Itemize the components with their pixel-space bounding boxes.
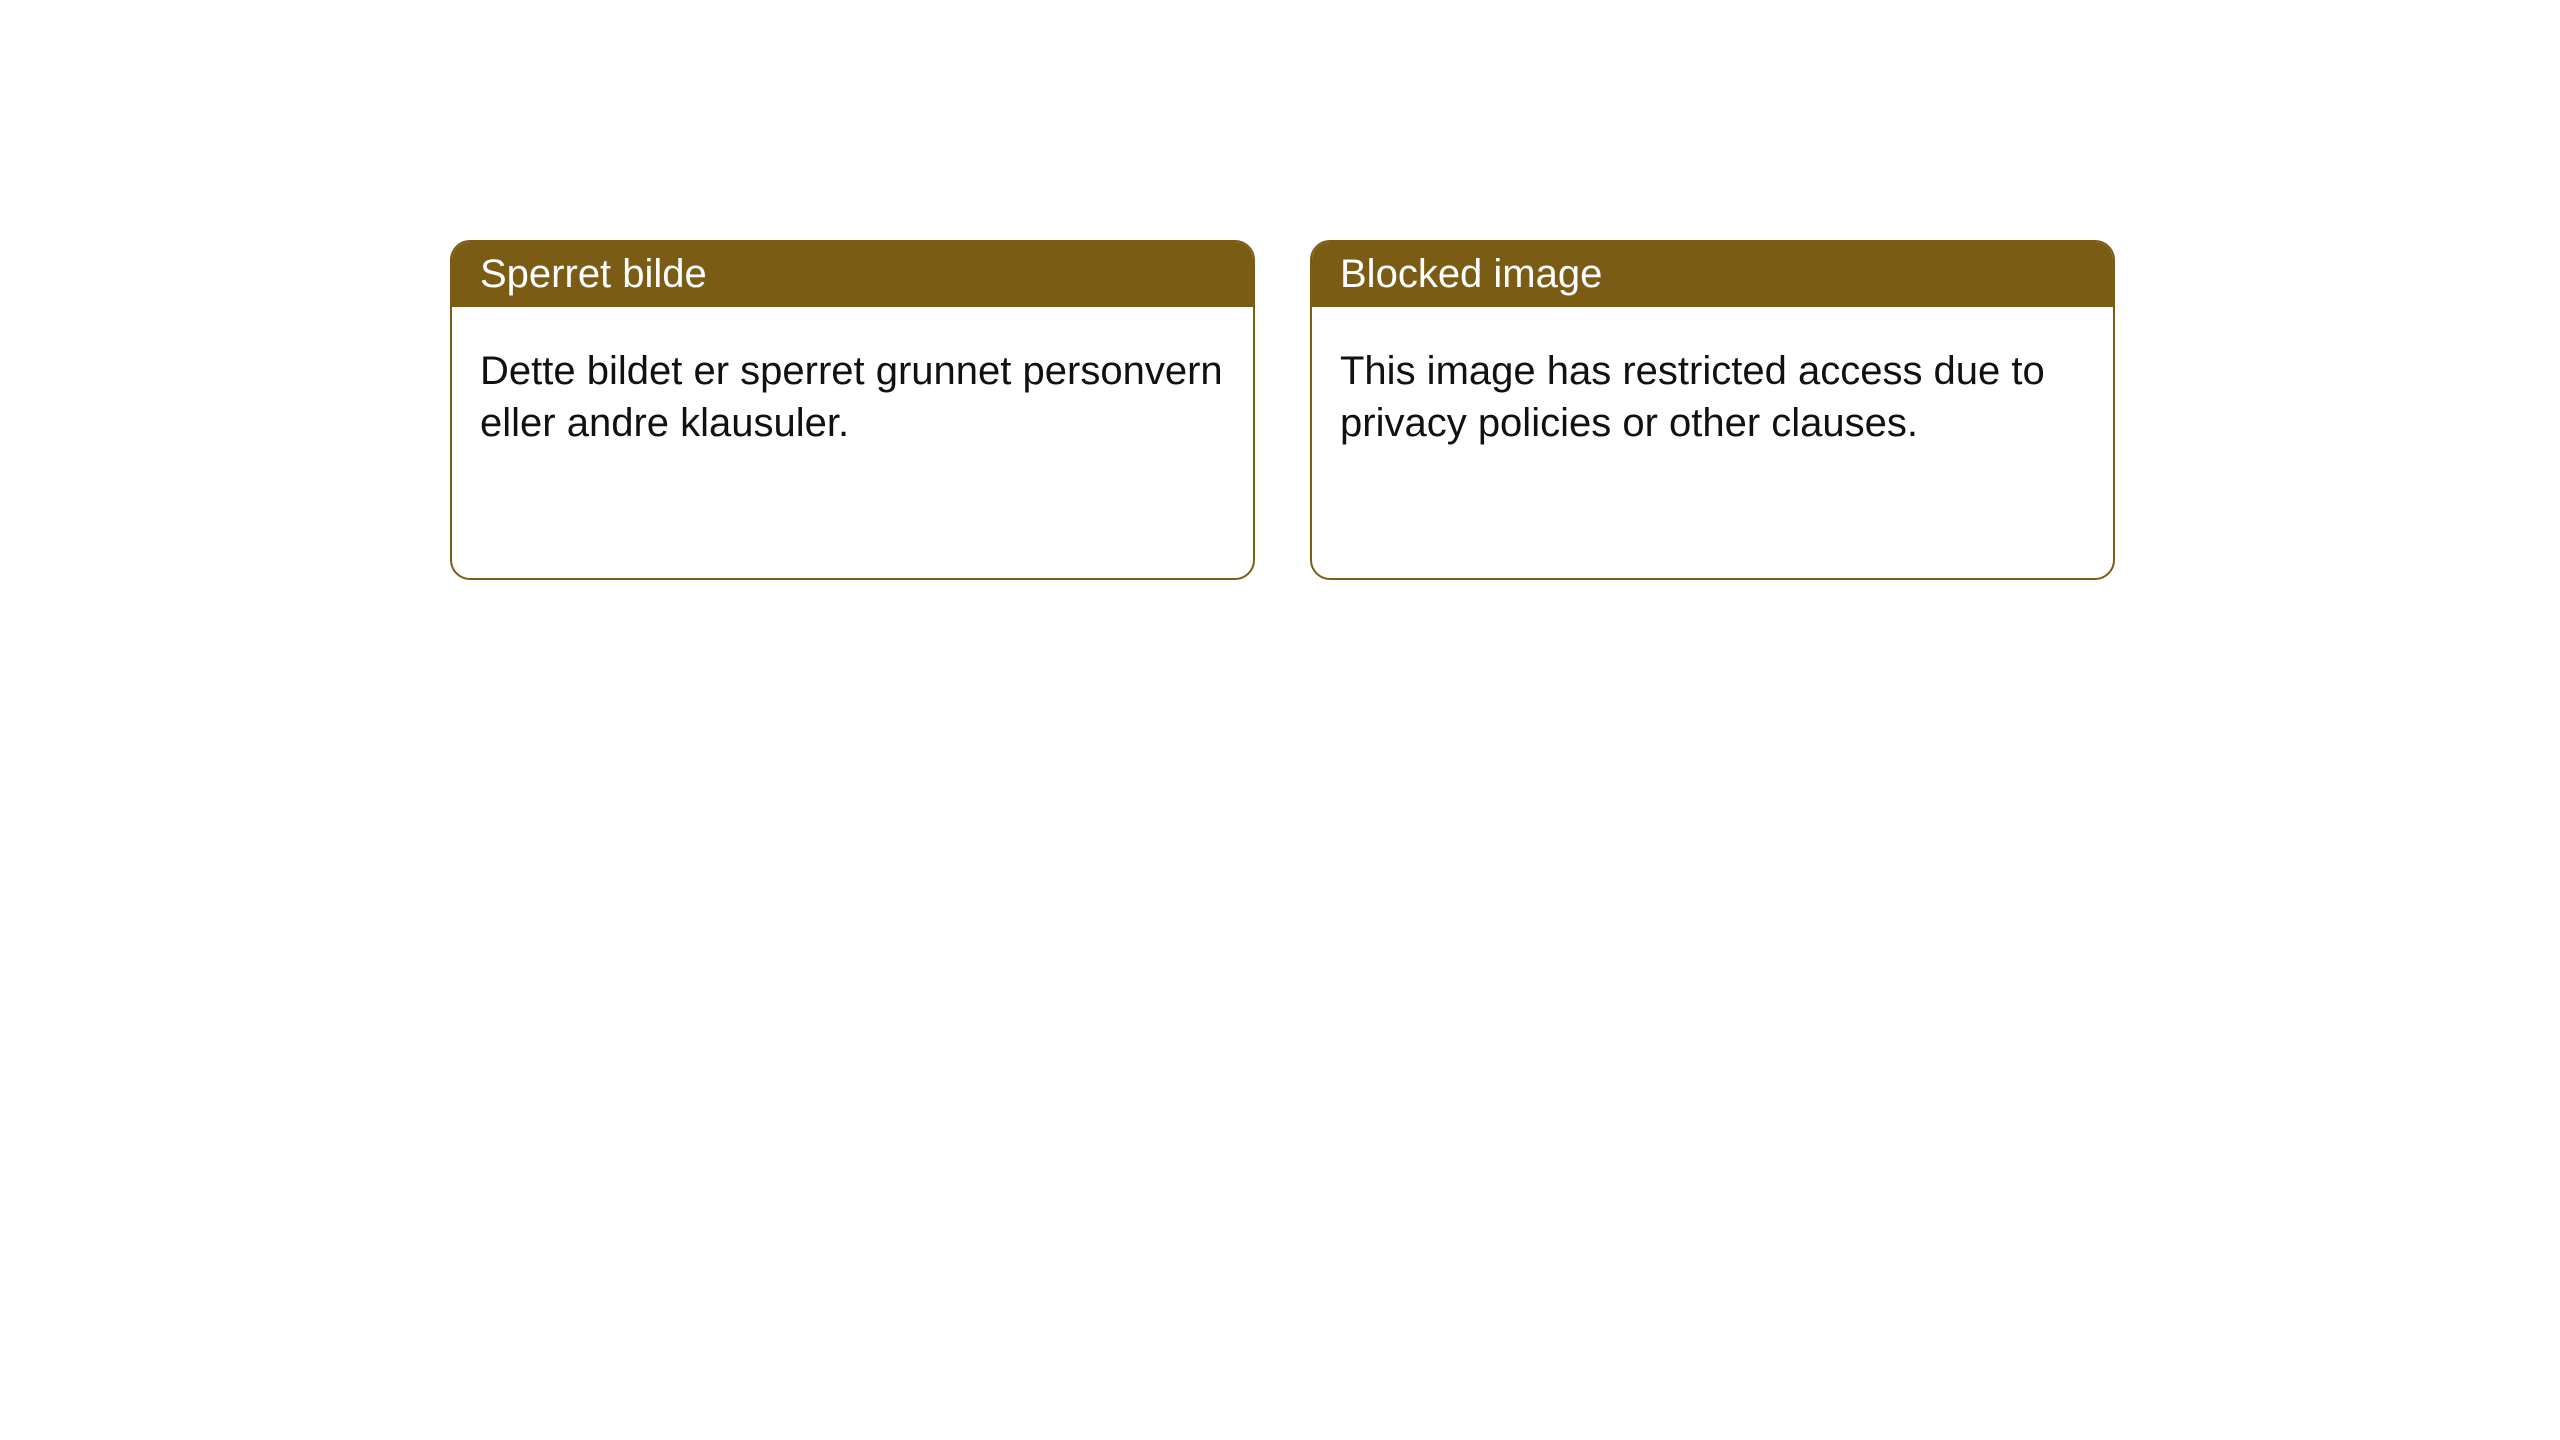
notice-body: Dette bildet er sperret grunnet personve… bbox=[452, 307, 1253, 487]
notice-body-text: Dette bildet er sperret grunnet personve… bbox=[480, 349, 1223, 445]
notice-title: Blocked image bbox=[1340, 252, 1602, 296]
notice-header: Sperret bilde bbox=[452, 242, 1253, 307]
notice-body: This image has restricted access due to … bbox=[1312, 307, 2113, 487]
notice-title: Sperret bilde bbox=[480, 252, 707, 296]
notice-header: Blocked image bbox=[1312, 242, 2113, 307]
notice-body-text: This image has restricted access due to … bbox=[1340, 349, 2045, 445]
notice-card-english: Blocked image This image has restricted … bbox=[1310, 240, 2115, 580]
notices-container: Sperret bilde Dette bildet er sperret gr… bbox=[0, 0, 2560, 580]
notice-card-norwegian: Sperret bilde Dette bildet er sperret gr… bbox=[450, 240, 1255, 580]
